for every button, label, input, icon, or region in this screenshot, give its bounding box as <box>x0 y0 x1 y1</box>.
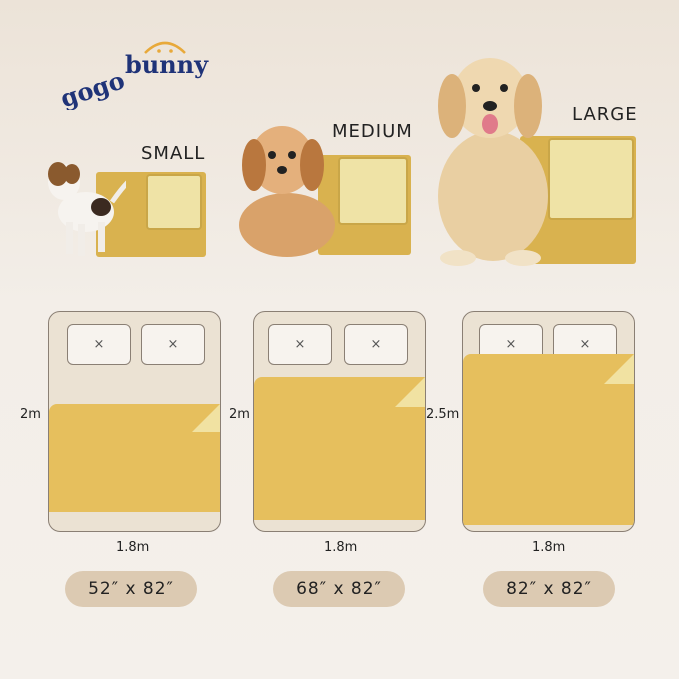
dimension-badge-medium: 68″ x 82″ <box>273 571 405 607</box>
size-label-small: SMALL <box>141 143 206 164</box>
jack-russell-dog-image <box>48 162 126 256</box>
bed-diagram-small: × × <box>48 311 221 532</box>
pillow: × <box>67 324 131 365</box>
bed-diagram-large: × × <box>462 311 635 532</box>
dimension-badge-small: 52″ x 82″ <box>65 571 197 607</box>
bed-height-small: 2m <box>20 407 41 422</box>
svg-text:bunny: bunny <box>125 50 209 79</box>
bed-width-large: 1.8m <box>532 540 566 555</box>
pillow: × <box>268 324 332 365</box>
bed-height-large: 2.5m <box>426 407 460 422</box>
golden-retriever-dog-image <box>438 58 548 266</box>
bed-width-small: 1.8m <box>116 540 150 555</box>
pillow: × <box>141 324 205 365</box>
size-label-medium: MEDIUM <box>332 121 413 142</box>
pillow: × <box>344 324 408 365</box>
size-label-large: LARGE <box>572 104 638 125</box>
blanket-small <box>49 404 220 512</box>
mat-small <box>96 172 206 257</box>
bed-width-medium: 1.8m <box>324 540 358 555</box>
gogobunny-logo: gogo bunny <box>57 41 209 110</box>
mat-medium <box>318 155 411 255</box>
dimension-badge-large: 82″ x 82″ <box>483 571 615 607</box>
shih-tzu-dog-image <box>239 126 335 257</box>
svg-text:gogo: gogo <box>57 65 128 110</box>
mat-large <box>520 136 636 264</box>
bed-height-medium: 2m <box>229 407 250 422</box>
bed-diagram-medium: × × <box>253 311 426 532</box>
